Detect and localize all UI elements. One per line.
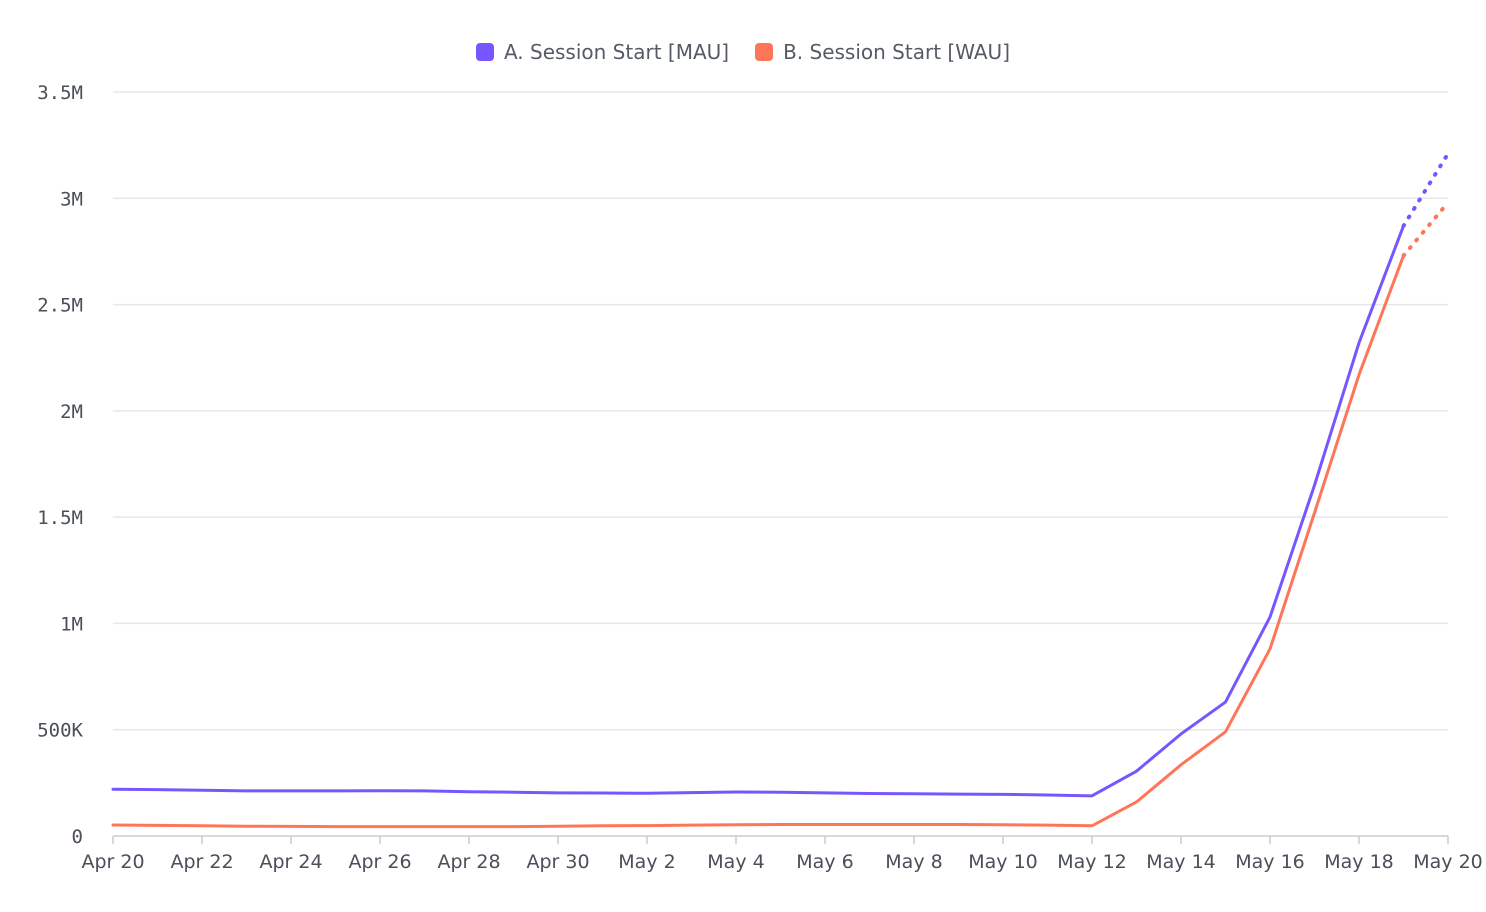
legend-swatch-series-b <box>755 43 774 61</box>
x-tick-label: Apr 28 <box>437 851 500 873</box>
legend-label-series-b: B. Session Start [WAU] <box>783 40 1011 64</box>
series-line-a <box>111 224 1405 798</box>
y-tick-label: 3.5M <box>37 82 83 104</box>
x-tick-label: Apr 22 <box>170 851 233 873</box>
y-tick-label: 1.5M <box>37 507 83 529</box>
gridlines <box>113 91 1448 731</box>
x-tick-label: May 10 <box>968 851 1038 873</box>
x-tick-label: May 16 <box>1235 851 1305 873</box>
x-tick-label: May 2 <box>618 851 675 873</box>
y-tick-label: 3M <box>60 188 83 210</box>
x-tick-label: Apr 30 <box>526 851 589 873</box>
chart-legend: A. Session Start [MAU] B. Session Start … <box>0 40 1486 64</box>
series-projection-a <box>1401 151 1450 228</box>
series-lines <box>111 151 1450 829</box>
legend-item-series-a[interactable]: A. Session Start [MAU] <box>475 40 730 64</box>
x-tick-label: May 18 <box>1324 851 1394 873</box>
x-tick-label: May 6 <box>796 851 853 873</box>
x-tick-label: May 12 <box>1057 851 1127 873</box>
y-tick-label: 0 <box>72 826 83 848</box>
y-tick-label: 1M <box>60 613 83 635</box>
x-tick-label: May 14 <box>1146 851 1216 873</box>
series-projection-b <box>1401 200 1450 258</box>
x-tick-label: Apr 20 <box>81 851 144 873</box>
x-tick-label: Apr 26 <box>348 851 411 873</box>
y-tick-label: 2.5M <box>37 295 83 317</box>
legend-item-series-b[interactable]: B. Session Start [WAU] <box>755 40 1010 64</box>
x-tick-label: Apr 24 <box>259 851 322 873</box>
y-axis-ticks: 0 500K 1M 1.5M 2M 2.5M 3M 3.5M <box>37 82 83 848</box>
legend-label-series-a: A. Session Start [MAU] <box>503 40 730 64</box>
legend-swatch-series-a <box>475 43 494 61</box>
x-tick-label: May 8 <box>885 851 942 873</box>
x-axis: Apr 20 Apr 22 Apr 24 Apr 26 Apr 28 Apr 30 May … <box>81 835 1483 873</box>
series-line-b <box>111 254 1405 829</box>
x-tick-label: May 4 <box>707 851 764 873</box>
y-tick-label: 2M <box>60 401 83 423</box>
y-tick-label: 500K <box>37 720 83 742</box>
x-tick-label: May 20 <box>1413 851 1483 873</box>
